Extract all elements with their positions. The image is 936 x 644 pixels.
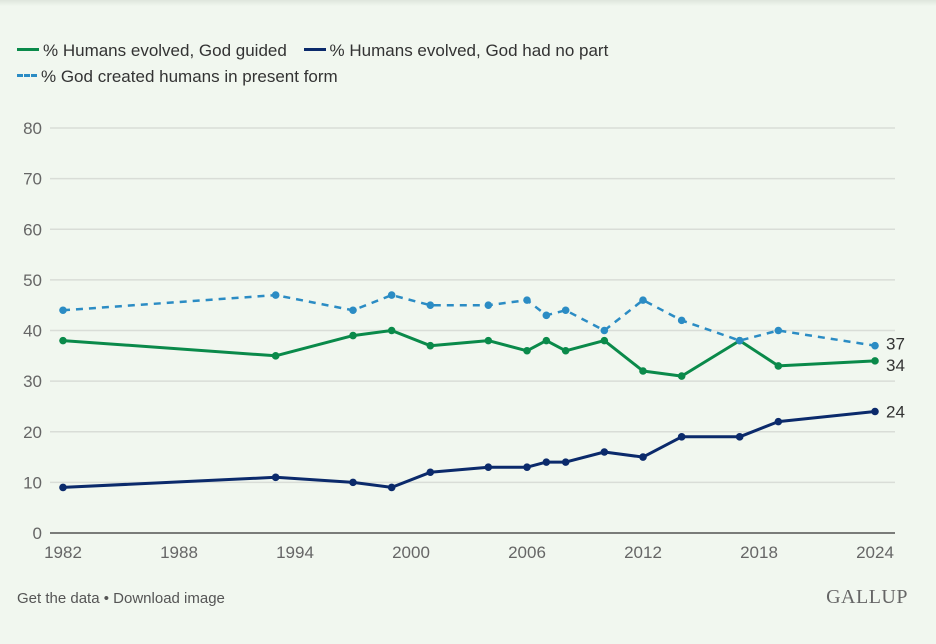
x-tick-label: 2000 xyxy=(392,543,430,562)
data-point[interactable] xyxy=(774,362,783,370)
y-tick-label: 20 xyxy=(23,423,42,442)
data-point[interactable] xyxy=(426,301,435,309)
data-point[interactable] xyxy=(542,458,551,466)
top-shadow xyxy=(0,0,936,6)
data-point[interactable] xyxy=(677,316,686,325)
x-tick-label: 2012 xyxy=(624,543,662,562)
data-point[interactable] xyxy=(735,336,744,345)
series-0: 34 xyxy=(59,326,905,380)
data-point[interactable] xyxy=(561,306,570,315)
legend-swatch-god-created xyxy=(17,74,37,78)
data-point[interactable] xyxy=(349,331,357,340)
y-tick-label: 70 xyxy=(23,170,42,189)
x-tick-label: 1982 xyxy=(44,543,82,562)
end-value-label: 24 xyxy=(886,403,905,422)
data-point[interactable] xyxy=(677,372,686,380)
legend-item-god-created: % God created humans in present form xyxy=(17,64,338,90)
x-tick-label: 2006 xyxy=(508,543,546,562)
data-point[interactable] xyxy=(561,458,570,466)
legend-label: % Humans evolved, God guided xyxy=(43,41,287,60)
data-point[interactable] xyxy=(271,291,280,299)
data-point[interactable] xyxy=(426,341,435,350)
data-point[interactable] xyxy=(871,357,879,365)
x-tick-label: 1994 xyxy=(276,543,314,562)
data-point[interactable] xyxy=(271,473,280,482)
data-point[interactable] xyxy=(774,326,783,335)
data-point[interactable] xyxy=(639,296,647,304)
end-value-label: 37 xyxy=(886,335,905,354)
chart-footer: Get the data • Download image xyxy=(17,590,225,607)
data-point[interactable] xyxy=(523,296,531,304)
footer-separator: • xyxy=(103,590,109,607)
legend-swatch-no-part xyxy=(303,48,326,52)
data-point[interactable] xyxy=(349,306,357,315)
data-point[interactable] xyxy=(349,478,357,487)
legend-item-god-guided: % Humans evolved, God guided xyxy=(17,38,287,64)
end-value-label: 34 xyxy=(886,356,905,375)
data-point[interactable] xyxy=(542,311,551,320)
data-point[interactable] xyxy=(271,352,280,360)
x-tick-label: 2018 xyxy=(740,543,778,562)
get-data-link[interactable]: Get the data xyxy=(17,590,100,607)
data-point[interactable] xyxy=(59,483,67,492)
y-tick-label: 30 xyxy=(23,372,42,391)
x-tick-label: 1988 xyxy=(160,543,198,562)
data-point[interactable] xyxy=(561,346,570,355)
y-tick-label: 0 xyxy=(33,524,42,543)
data-point[interactable] xyxy=(677,433,686,441)
data-point[interactable] xyxy=(484,463,493,471)
y-tick-label: 40 xyxy=(23,322,42,341)
data-point[interactable] xyxy=(59,336,67,345)
data-point[interactable] xyxy=(600,448,609,456)
data-point[interactable] xyxy=(871,341,879,350)
y-axis-ticks: 0 10 20 30 40 50 60 70 80 xyxy=(23,119,42,543)
data-point[interactable] xyxy=(871,407,879,416)
data-point[interactable] xyxy=(639,367,647,375)
x-tick-label: 2024 xyxy=(856,543,894,562)
data-point[interactable] xyxy=(523,346,531,355)
data-point[interactable] xyxy=(735,433,744,441)
y-tick-label: 10 xyxy=(23,473,42,492)
series-line xyxy=(62,410,876,489)
download-image-link[interactable]: Download image xyxy=(113,590,225,607)
data-point[interactable] xyxy=(387,326,396,335)
data-point[interactable] xyxy=(484,301,493,309)
data-point[interactable] xyxy=(600,336,609,345)
legend-item-no-part: % Humans evolved, God had no part xyxy=(303,38,609,64)
gallup-logo: GALLUP xyxy=(826,586,908,608)
series-2: 37 xyxy=(59,291,905,354)
y-tick-label: 50 xyxy=(23,271,42,290)
chart-legend: % Humans evolved, God guided % Humans ev… xyxy=(17,38,922,90)
data-point[interactable] xyxy=(484,336,493,345)
data-point[interactable] xyxy=(387,483,396,492)
data-point[interactable] xyxy=(542,336,551,345)
y-tick-label: 80 xyxy=(23,119,42,138)
series-1: 24 xyxy=(59,403,905,492)
series-group: 34 24 37 xyxy=(59,291,905,492)
data-point[interactable] xyxy=(600,326,609,335)
data-point[interactable] xyxy=(387,291,396,299)
data-point[interactable] xyxy=(426,468,435,477)
legend-label: % God created humans in present form xyxy=(41,67,338,86)
data-point[interactable] xyxy=(774,417,783,426)
data-point[interactable] xyxy=(59,306,67,315)
series-line xyxy=(62,329,876,378)
x-axis-ticks: 1982 1988 1994 2000 2006 2012 2018 2024 xyxy=(44,543,894,562)
y-tick-label: 60 xyxy=(23,220,42,239)
legend-label: % Humans evolved, God had no part xyxy=(329,41,609,60)
data-point[interactable] xyxy=(523,463,531,471)
data-point[interactable] xyxy=(639,453,647,461)
legend-swatch-god-guided xyxy=(17,48,39,52)
gridlines xyxy=(50,127,895,534)
series-line xyxy=(62,293,876,347)
